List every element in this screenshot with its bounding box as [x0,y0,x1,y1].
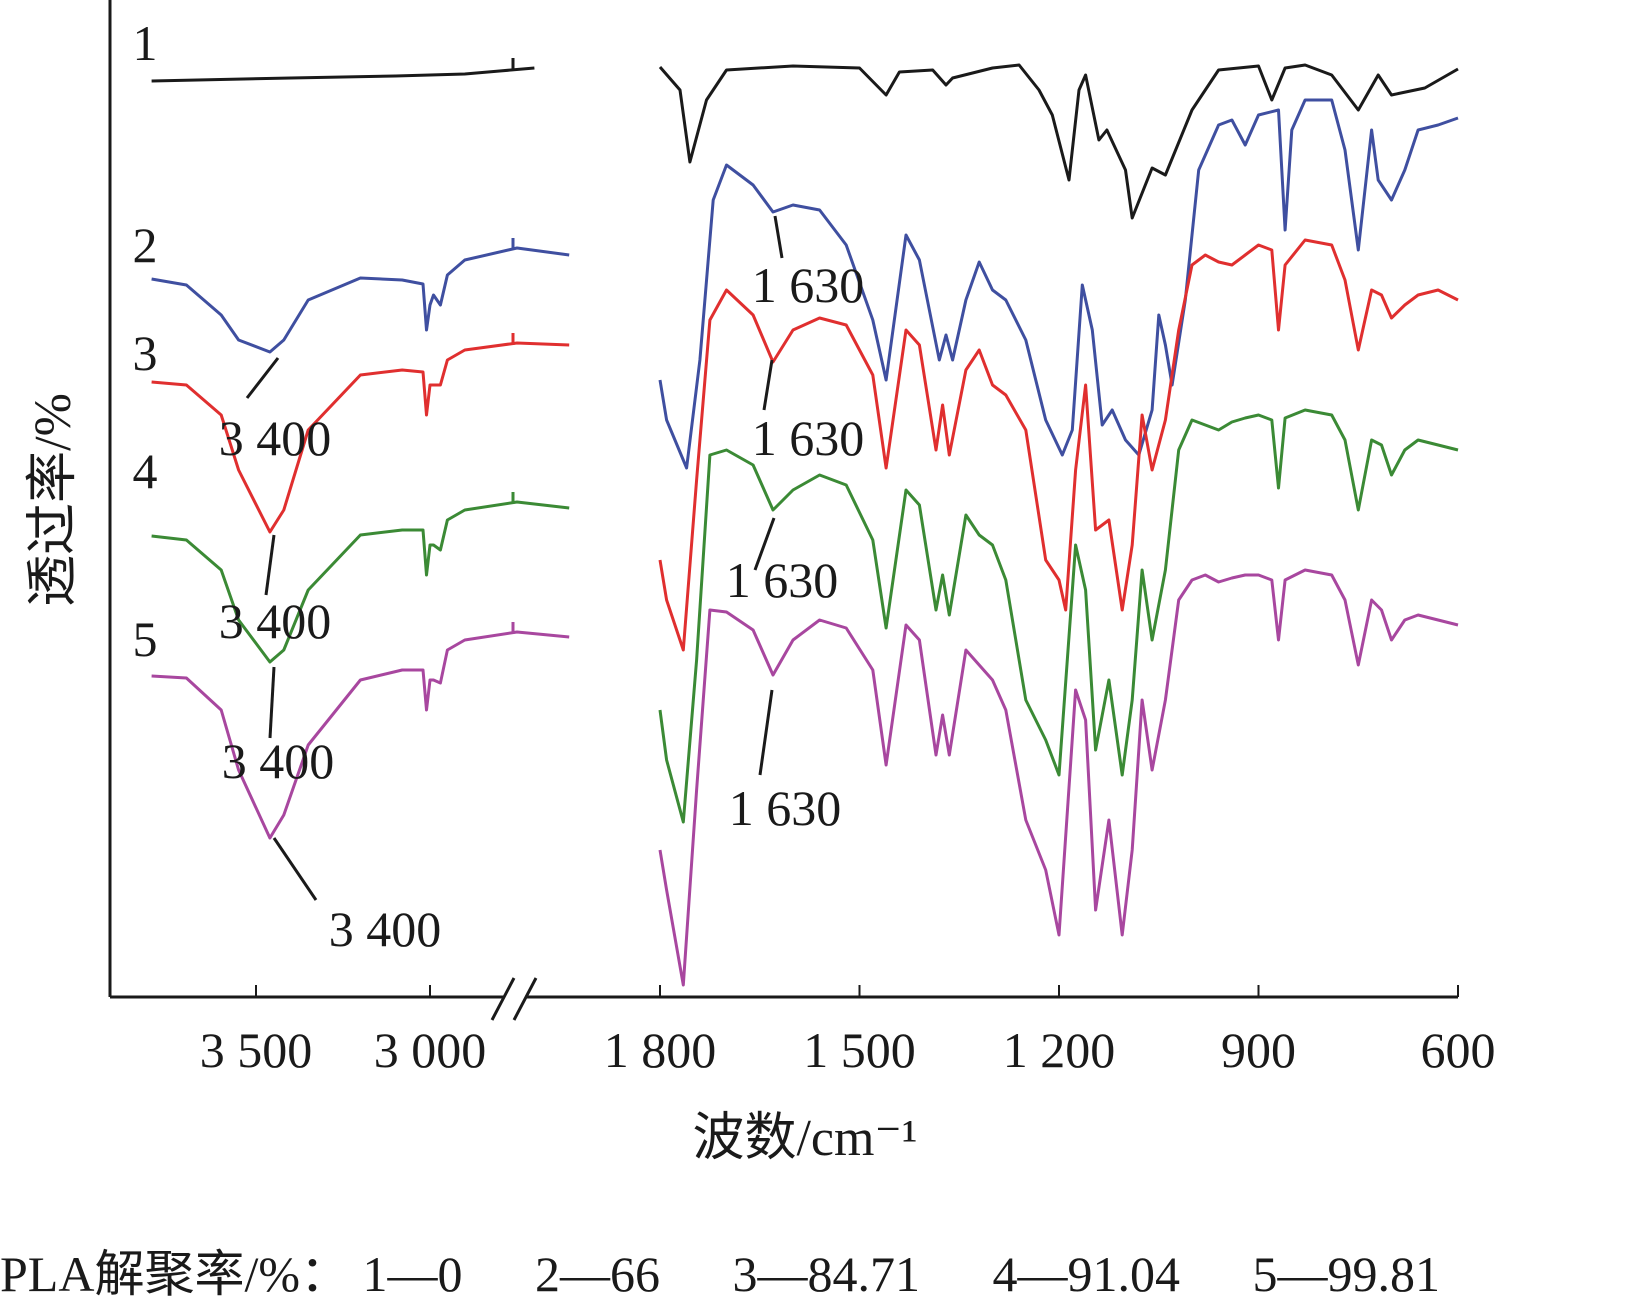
series-5 [151,568,1459,987]
x-tick-label: 1 200 [1003,1022,1116,1078]
annotation-label: 1 630 [752,410,865,466]
x-tick-label: 1 800 [604,1022,717,1078]
x-tick-label: 900 [1221,1022,1296,1078]
annotation-pointer [753,517,776,571]
caption-item-1: 1—0 [362,1246,463,1302]
axis-break-mark [490,977,516,1021]
annotation-label: 1 630 [752,257,865,313]
series-line-5 [658,568,1459,987]
chart-svg: 3 500 3 000 1 800 1 500 1 200 900 600 波数/cm⁻¹ 透过… [25,0,1496,1167]
annotation-label: 3 400 [219,410,332,466]
annotation-pointer [245,357,280,399]
annotation-label: 3 400 [222,733,335,789]
x-tick-label: 1 500 [803,1022,916,1078]
annotation-pointer [773,215,784,259]
annotation-pointer [264,534,276,596]
series-line-2 [151,246,570,354]
annotation-pointer [758,689,774,776]
series-number-label: 4 [133,443,158,499]
series-3 [151,238,1459,652]
series-line-3 [658,238,1459,652]
series-line-2 [658,98,1459,470]
series-line-3 [151,341,570,534]
series-line-5 [151,630,570,840]
annotation-label: 1 630 [729,780,842,836]
annotation-pointer [272,837,318,901]
annotation-label: 3 400 [329,901,442,957]
series-line-4 [658,408,1459,824]
caption-line: PLA解聚率/%： 1—0 2—66 3—84.71 4—91.04 5—99.… [0,1244,1631,1304]
annotation-pointer [268,666,276,739]
annotation-pointer [762,359,774,411]
series-2 [151,98,1459,470]
series-line-1 [151,66,535,83]
series-number-label: 3 [133,325,158,381]
x-tick-label: 3 000 [374,1022,487,1078]
caption-item-4: 4—91.04 [992,1246,1181,1302]
annotation-label: 1 630 [726,552,839,608]
series-number-label: 2 [133,217,158,273]
series-1 [151,58,1459,220]
caption-item-5: 5—99.81 [1252,1246,1441,1302]
series-line-1 [658,63,1459,220]
y-axis-label: 透过率/% [25,393,82,607]
x-tick-label: 3 500 [200,1022,313,1078]
caption-item-2: 2—66 [535,1246,660,1302]
x-tick-label: 600 [1421,1022,1496,1078]
series-line-4 [151,500,570,664]
series-number-label: 1 [133,15,158,71]
annotation-label: 3 400 [219,593,332,649]
series-4 [151,408,1459,824]
caption-prefix: PLA解聚率/%： [0,1246,350,1302]
caption-item-3: 3—84.71 [732,1246,921,1302]
axis-break-mark [512,977,538,1021]
series-number-label: 5 [133,611,158,667]
x-axis-label: 波数/cm⁻¹ [692,1110,917,1167]
